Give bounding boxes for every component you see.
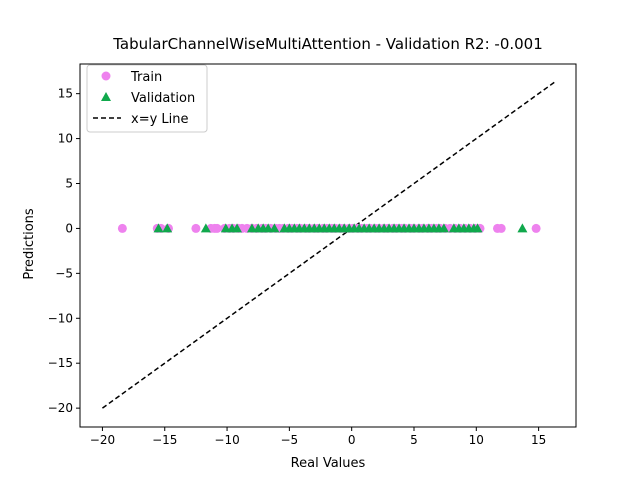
validation-point	[232, 223, 243, 233]
validation-point	[269, 223, 280, 233]
legend-validation-marker	[101, 92, 111, 101]
y-tick-label: −15	[48, 356, 73, 370]
xy-reference-line	[101, 81, 556, 409]
x-axis-label: Real Values	[291, 456, 366, 471]
validation-point	[472, 223, 483, 233]
legend-validation-label: Validation	[131, 91, 195, 106]
x-tick-label: −10	[214, 433, 239, 447]
legend-train-marker	[101, 71, 111, 81]
y-tick-label: 0	[65, 221, 73, 235]
y-tick-label: 5	[65, 177, 73, 191]
x-tick-label: 15	[531, 433, 546, 447]
x-tick-label: −15	[152, 433, 177, 447]
axes-frame	[79, 63, 577, 428]
legend: Train Validation x=y Line	[86, 64, 208, 133]
y-tick-label: −10	[48, 311, 73, 325]
chart-title: TabularChannelWiseMultiAttention - Valid…	[112, 35, 543, 53]
train-point	[117, 223, 127, 233]
x-tick-label: 0	[348, 433, 356, 447]
validation-point	[162, 223, 173, 233]
y-tick-label: 10	[58, 132, 73, 146]
x-tick-label: −5	[281, 433, 299, 447]
y-axis-label: Predictions	[22, 208, 37, 280]
y-tick-label: −20	[48, 401, 73, 415]
validation-point	[438, 223, 449, 233]
train-point	[191, 223, 201, 233]
x-tick-label: −20	[90, 433, 115, 447]
validation-point	[517, 223, 528, 233]
plot-area	[101, 81, 556, 409]
y-tick-label: 15	[58, 87, 73, 101]
validation-point	[200, 223, 211, 233]
train-point	[531, 223, 541, 233]
legend-box	[86, 64, 208, 133]
y-tick-label: −5	[55, 266, 73, 280]
axes: −20 −15 −10 −5 0 5 10 15 −20 −15 −10 −5 0 5 10 15	[48, 63, 577, 447]
train-point	[496, 223, 506, 233]
train-point	[212, 223, 222, 233]
validation-point	[153, 223, 164, 233]
legend-xy-line-label: x=y Line	[131, 112, 189, 127]
x-tick-label: 10	[469, 433, 484, 447]
x-tick-label: 5	[410, 433, 418, 447]
legend-train-label: Train	[130, 70, 162, 85]
